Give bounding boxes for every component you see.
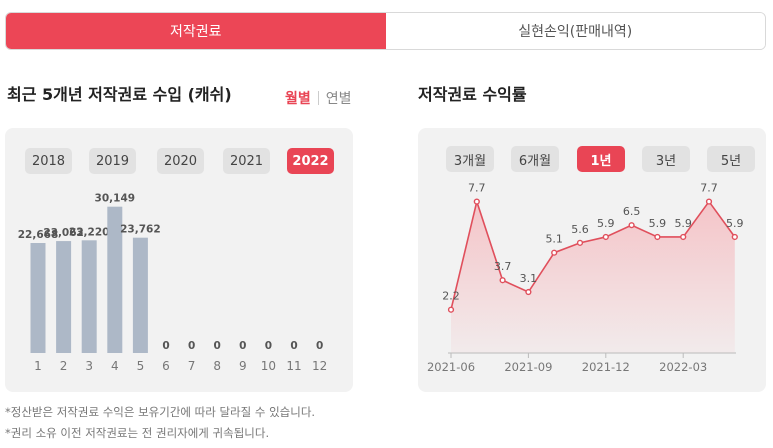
bar-value-label: 23,220 bbox=[69, 226, 110, 238]
return-value-label: 5.6 bbox=[571, 223, 589, 236]
month-tick-label: 7 bbox=[188, 359, 196, 373]
bar-value-label: 0 bbox=[188, 340, 195, 352]
return-point bbox=[705, 198, 713, 205]
bar-value-label: 0 bbox=[239, 340, 246, 352]
monthly-income-bar-chart: 22,668 1 23,062 2 23,220 3 30,149 4 23,762 5 0 6 0 7 0… bbox=[18, 193, 328, 373]
bar-value-label: 0 bbox=[316, 340, 323, 352]
return-value-label: 2.2 bbox=[442, 290, 460, 303]
year-2022-button[interactable]: 2022 bbox=[287, 148, 334, 174]
month-tick-label: 6 bbox=[162, 359, 170, 373]
return-panel: 3개월 6개월 1년 3년 5년 2.2 7.7 3.7 3.1 5.1 5.6 5.9 6.… bbox=[418, 128, 766, 392]
return-point bbox=[654, 233, 661, 241]
note-ownership: *권리 소유 이전 저작권료는 전 권리자에게 귀속됩니다. bbox=[5, 426, 270, 440]
x-tick-label: 2021-09 bbox=[504, 360, 552, 374]
range-3m-button[interactable]: 3개월 bbox=[446, 146, 494, 172]
income-bar-5 bbox=[132, 237, 148, 353]
return-value-label: 6.5 bbox=[623, 205, 641, 218]
bar-value-label: 23,762 bbox=[120, 224, 161, 236]
income-bar-3 bbox=[81, 240, 97, 353]
month-tick-label: 5 bbox=[137, 359, 145, 373]
return-value-label: 5.1 bbox=[545, 233, 563, 246]
month-tick-label: 1 bbox=[34, 359, 42, 373]
return-value-label: 7.7 bbox=[468, 182, 486, 195]
return-line-series bbox=[450, 198, 736, 310]
bar-value-label: 0 bbox=[162, 340, 169, 352]
bar-value-label: 0 bbox=[214, 340, 221, 352]
range-3y-button[interactable]: 3년 bbox=[642, 146, 690, 172]
return-value-label: 5.9 bbox=[674, 217, 692, 230]
x-tick-label: 2021-06 bbox=[427, 360, 475, 374]
monthly-toggle[interactable]: 월별 bbox=[285, 91, 311, 107]
month-tick-label: 3 bbox=[85, 359, 93, 373]
royalty-income-title: 최근 5개년 저작권료 수입 (캐쉬) bbox=[7, 85, 232, 104]
return-area-fill bbox=[451, 201, 735, 353]
month-tick-label: 4 bbox=[111, 359, 119, 373]
return-rate-area-chart: 2.2 7.7 3.7 3.1 5.1 5.6 5.9 6.5 5.9 5.9 7.7 5.9 2021… bbox=[427, 182, 744, 374]
x-tick-label: 2021-12 bbox=[582, 360, 630, 374]
return-point bbox=[473, 198, 480, 205]
bar-value-label: 30,149 bbox=[95, 193, 136, 205]
return-point bbox=[576, 239, 584, 246]
return-point bbox=[731, 233, 738, 241]
month-tick-label: 2 bbox=[60, 359, 68, 373]
bar-value-label: 22,668 bbox=[18, 229, 59, 241]
income-bar-1 bbox=[30, 242, 46, 353]
toggle-divider bbox=[317, 91, 319, 105]
month-tick-label: 9 bbox=[239, 359, 247, 373]
period-toggle: 월별 연별 bbox=[285, 88, 352, 108]
return-value-label: 5.9 bbox=[726, 217, 744, 230]
bar-value-label: 0 bbox=[290, 340, 297, 352]
income-panel: 2018 2019 2020 2021 2022 22,668 1 23,062 2 2… bbox=[5, 128, 353, 392]
return-point bbox=[551, 249, 558, 256]
range-1y-button[interactable]: 1년 bbox=[577, 146, 625, 172]
return-value-label: 5.9 bbox=[597, 217, 615, 230]
notes: *정산받은 저작권료 수익은 보유기간에 따라 달라질 수 있습니다. *권리 … bbox=[5, 402, 315, 444]
year-2018-button[interactable]: 2018 bbox=[25, 148, 72, 174]
return-point bbox=[680, 233, 687, 241]
note-settlement: *정산받은 저작권료 수익은 보유기간에 따라 달라질 수 있습니다. bbox=[5, 405, 316, 419]
return-point bbox=[525, 288, 532, 296]
tab-realized-profit[interactable]: 실현손익(판매내역) bbox=[385, 13, 765, 49]
return-value-label: 7.7 bbox=[700, 182, 718, 195]
yearly-toggle[interactable]: 연별 bbox=[325, 91, 352, 107]
return-value-label: 5.9 bbox=[649, 217, 667, 230]
range-6m-button[interactable]: 6개월 bbox=[511, 146, 559, 172]
return-point bbox=[628, 222, 635, 229]
year-2021-button[interactable]: 2021 bbox=[223, 148, 270, 174]
range-5y-button[interactable]: 5년 bbox=[707, 146, 755, 172]
return-value-label: 3.1 bbox=[520, 272, 538, 285]
bar-value-label: 23,062 bbox=[43, 227, 84, 239]
return-point bbox=[499, 277, 506, 284]
income-bar-4 bbox=[107, 206, 123, 353]
royalty-return-title: 저작권료 수익률 bbox=[418, 85, 527, 104]
month-tick-label: 8 bbox=[213, 359, 221, 373]
income-bar-2 bbox=[56, 241, 72, 353]
bar-value-label: 0 bbox=[265, 340, 272, 352]
month-tick-label: 11 bbox=[286, 359, 301, 373]
x-tick-label: 2022-03 bbox=[659, 360, 707, 374]
month-tick-label: 12 bbox=[312, 359, 327, 373]
year-2020-button[interactable]: 2020 bbox=[157, 148, 204, 174]
tab-bar: 저작권료 실현손익(판매내역) bbox=[5, 12, 766, 50]
return-value-label: 3.7 bbox=[494, 260, 512, 273]
year-2019-button[interactable]: 2019 bbox=[89, 148, 136, 174]
return-point bbox=[602, 233, 609, 241]
month-tick-label: 10 bbox=[261, 359, 276, 373]
return-point bbox=[447, 306, 455, 313]
tab-royalty[interactable]: 저작권료 bbox=[6, 13, 386, 49]
